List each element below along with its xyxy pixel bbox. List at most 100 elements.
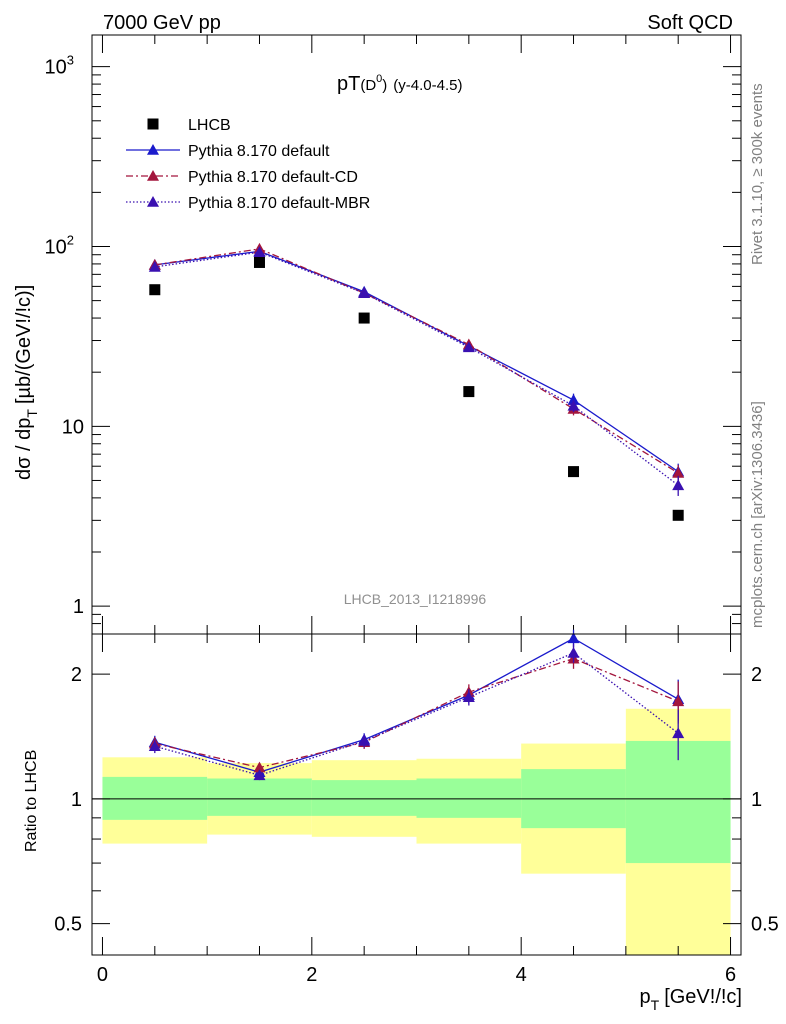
data-point	[568, 466, 580, 478]
ratio-data-point	[567, 646, 580, 658]
x-tick-label: 2	[306, 964, 317, 986]
series-pythia-8-170-default	[148, 245, 685, 481]
x-axis-label: pT [GeV!/!c]	[640, 986, 743, 1013]
main-y-axis-label-units: [µb/(GeV!/!c)]	[13, 285, 35, 404]
plot-title-main: pT	[337, 73, 360, 95]
legend-marker	[147, 144, 159, 155]
series-pythia-8-170-default-mbr	[148, 246, 685, 496]
ratio-data-point	[672, 727, 685, 739]
ratio-data-point	[253, 761, 266, 773]
data-point	[358, 312, 370, 324]
inner-band	[207, 778, 312, 816]
plot-title-paren-open: (D	[360, 77, 376, 94]
x-tick-label: 6	[725, 964, 736, 986]
legend-label: Pythia 8.170 default	[188, 143, 330, 160]
legend-item: Pythia 8.170 default-CD	[126, 169, 358, 186]
data-point	[253, 246, 266, 257]
data-point	[567, 394, 580, 405]
ratio-data-point	[462, 691, 475, 702]
data-point	[358, 287, 371, 298]
data-point	[462, 341, 475, 353]
main-y-axis-label-sub: T	[24, 409, 40, 418]
x-axis-label-main: p	[640, 986, 651, 1008]
series-line	[154, 250, 679, 473]
main-y-axis-label: dσ / dpT [µb/(GeV!/!c)]	[13, 285, 40, 480]
plot-title-sub: (y-4.0-4.5)	[393, 77, 462, 94]
ratio-y-tick-label: 1	[71, 789, 82, 811]
legend-item: Pythia 8.170 default-MBR	[126, 195, 370, 212]
main-y-tick-label: 10	[62, 416, 84, 438]
inner-band	[416, 778, 522, 818]
data-point	[672, 467, 685, 478]
legend-label: LHCB	[188, 117, 231, 134]
plot-title-paren-close: )	[382, 77, 387, 94]
x-axis-label-sub: T	[651, 997, 660, 1013]
series-line	[154, 251, 679, 486]
ratio-series-pythia-8-170-default-mbr	[148, 643, 685, 781]
ratio-data-point	[567, 632, 580, 644]
legend-marker	[147, 170, 159, 181]
ratio-data-point	[253, 769, 266, 781]
data-point	[672, 509, 684, 521]
x-axis-label-units: [GeV!/!c]	[664, 986, 742, 1008]
inner-band	[625, 740, 731, 864]
ratio-uncertainty-bands	[92, 708, 741, 955]
main-y-tick-label: 103	[45, 53, 74, 79]
data-point	[149, 284, 161, 296]
ratio-axis-ticks: 0.5 0.5 1 1 2 2 0 2 4 6	[54, 634, 779, 986]
ratio-plot-panel: 0.5 0.5 1 1 2 2 0 2 4 6 Ratio to LHCB pT [GeV!/!c]	[23, 629, 779, 1013]
series-line	[154, 248, 679, 474]
ratio-series-group	[148, 629, 685, 781]
ratio-plot-frame	[91, 633, 742, 956]
data-point	[567, 399, 580, 411]
x-tick-label: 0	[97, 964, 108, 986]
energy-label: 7000 GeV pp	[103, 12, 221, 34]
legend-label: Pythia 8.170 default-CD	[188, 169, 358, 186]
plot-title: pT(D0) (y-4.0-4.5)	[337, 73, 462, 95]
ratio-y-tick-label-right: 1	[751, 789, 762, 811]
legend-marker	[147, 118, 159, 130]
series-lhcb	[149, 256, 684, 521]
inner-band	[102, 776, 208, 820]
data-point	[463, 386, 475, 398]
main-y-tick-label-exp: 2	[67, 232, 74, 247]
legend-marker	[147, 196, 159, 207]
rivet-label: Rivet 3.1.10, ≥ 300k events	[749, 83, 766, 265]
inner-band	[311, 780, 417, 816]
plot-title-sup: 0	[376, 73, 382, 85]
main-y-tick-label-base: 10	[45, 236, 67, 258]
svg-text:pT[GeV!/!c]: pT [GeV!/!c]	[640, 986, 743, 1013]
legend-item: LHCB	[147, 117, 231, 134]
svg-text:dσ / dpT[µb/(GeV!/!c)]: dσ / dpT [µb/(GeV!/!c)]	[13, 285, 40, 480]
data-point	[672, 479, 685, 491]
ratio-y-tick-label-right: 2	[751, 664, 762, 686]
main-y-tick-label: 102	[45, 232, 74, 258]
data-point	[253, 256, 265, 268]
main-y-tick-label-exp: 3	[67, 53, 74, 68]
x-tick-label: 4	[516, 964, 527, 986]
main-y-axis-label-main: dσ / dp	[13, 418, 35, 480]
svg-text:pT(D0)(y-4.0-4.5): pT(D0) (y-4.0-4.5)	[337, 73, 462, 95]
ratio-series-line	[154, 657, 679, 769]
category-label: Soft QCD	[647, 12, 733, 34]
data-point	[148, 260, 161, 272]
main-y-tick-label: 1	[73, 596, 84, 618]
ratio-y-tick-label: 2	[71, 664, 82, 686]
ratio-data-point	[148, 740, 161, 752]
legend-label: Pythia 8.170 default-MBR	[188, 195, 370, 212]
source-label: mcplots.cern.ch [arXiv:1306.3436]	[749, 401, 766, 628]
ratio-data-point	[358, 734, 371, 746]
main-y-tick-label-base: 10	[45, 57, 67, 79]
ratio-y-tick-label: 0.5	[54, 914, 82, 936]
ratio-y-axis-label: Ratio to LHCB	[23, 750, 40, 852]
legend-item: Pythia 8.170 default	[126, 143, 330, 160]
series-pythia-8-170-default-cd	[148, 242, 685, 483]
main-series-group	[148, 242, 685, 521]
ratio-data-point	[672, 695, 685, 707]
ratio-y-tick-label-right: 0.5	[751, 914, 779, 936]
legend: LHCB Pythia 8.170 default Pythia 8.170 def…	[126, 117, 370, 212]
watermark: LHCB_2013_I1218996	[344, 591, 487, 607]
